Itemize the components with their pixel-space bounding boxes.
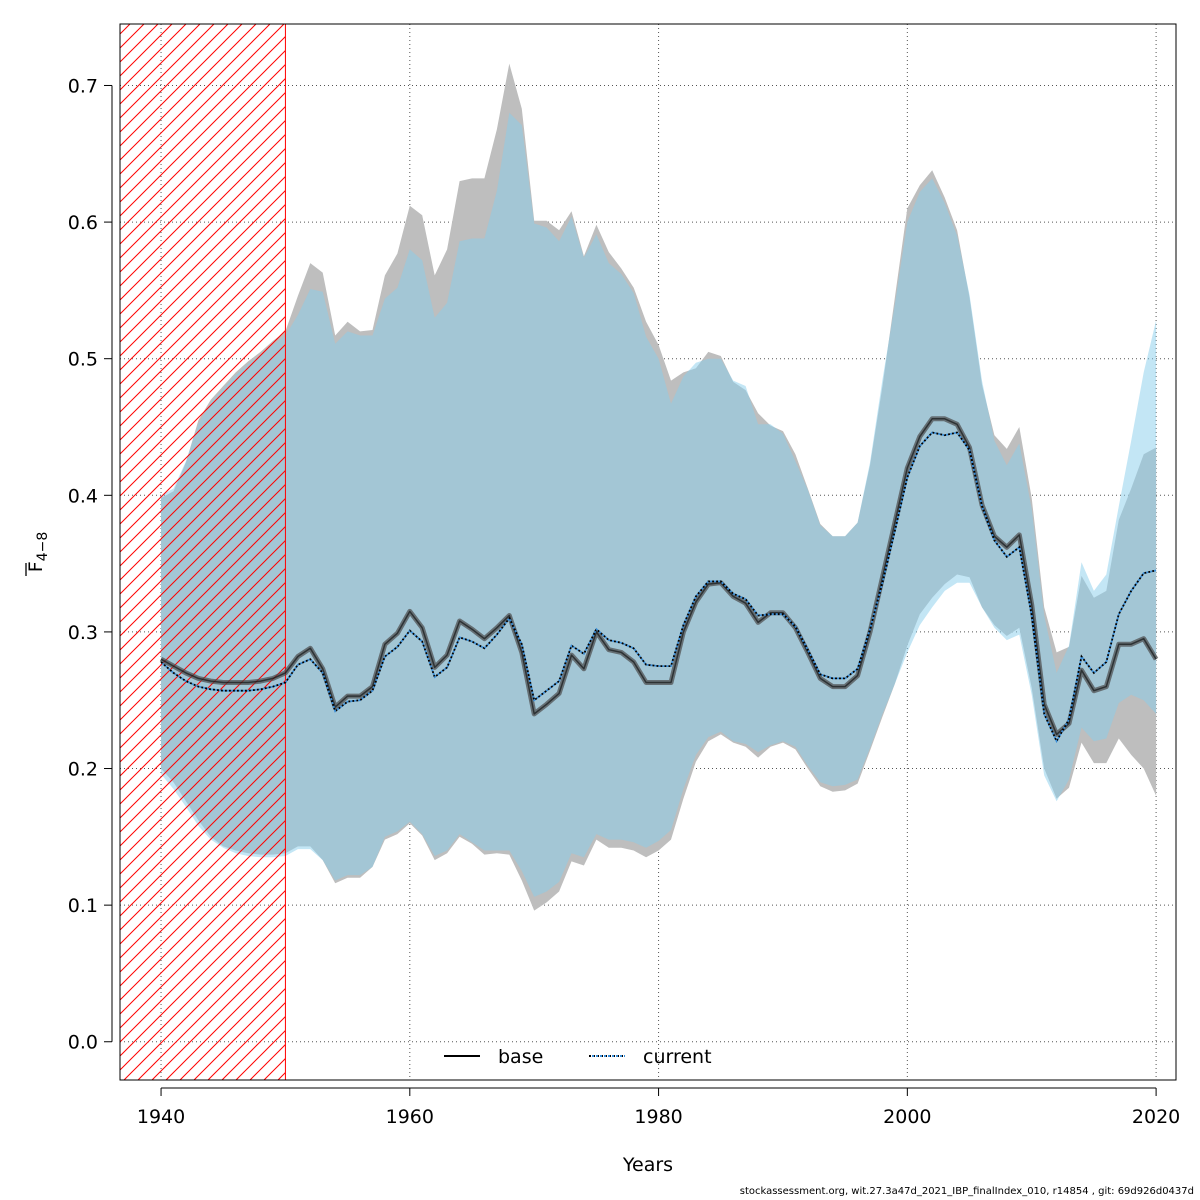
legend: base current	[444, 1046, 712, 1068]
y-axis-title-subscript: 4−8	[35, 532, 51, 562]
y-tick-label: 0.4	[68, 485, 98, 507]
line-base	[160, 418, 1157, 736]
legend-label-current: current	[643, 1046, 712, 1068]
y-tick-label: 0.5	[68, 349, 98, 371]
y-tick-label: 0.6	[68, 212, 98, 234]
x-tick-label: 1960	[386, 1106, 434, 1128]
x-tick-label: 1980	[634, 1106, 682, 1128]
y-tick-label: 0.1	[68, 895, 98, 917]
y-axis-title-main: F	[25, 561, 47, 572]
hatched-region	[119, 23, 286, 1081]
band-current	[161, 112, 1157, 897]
legend-label-base: base	[498, 1046, 543, 1068]
series-lines	[159, 416, 1159, 744]
hatched-rect	[119, 23, 286, 1081]
confidence-bands	[161, 63, 1157, 911]
line-current-dots	[160, 431, 1157, 744]
y-axis-title: F4−8	[25, 532, 51, 576]
line-current	[160, 431, 1157, 744]
axes: 1940 1960 1980 2000 2020 0.0 0.1 0.2 0.3 0.4 0.5 0.…	[68, 75, 1180, 1128]
x-tick-label: 1940	[137, 1106, 185, 1128]
x-tick-label: 2000	[883, 1106, 931, 1128]
y-tick-label: 0.0	[68, 1032, 98, 1054]
x-tick-label: 2020	[1132, 1106, 1180, 1128]
y-tick-label: 0.7	[68, 75, 98, 97]
footer-note: stockassessment.org, wit.27.3a47d_2021_I…	[739, 1186, 1194, 1197]
y-tick-label: 0.3	[68, 622, 98, 644]
x-axis-title: Years	[622, 1154, 673, 1176]
plot-frame	[119, 23, 1177, 1081]
svg-text:F4−8: F4−8	[25, 532, 51, 572]
y-tick-label: 0.2	[68, 759, 98, 781]
